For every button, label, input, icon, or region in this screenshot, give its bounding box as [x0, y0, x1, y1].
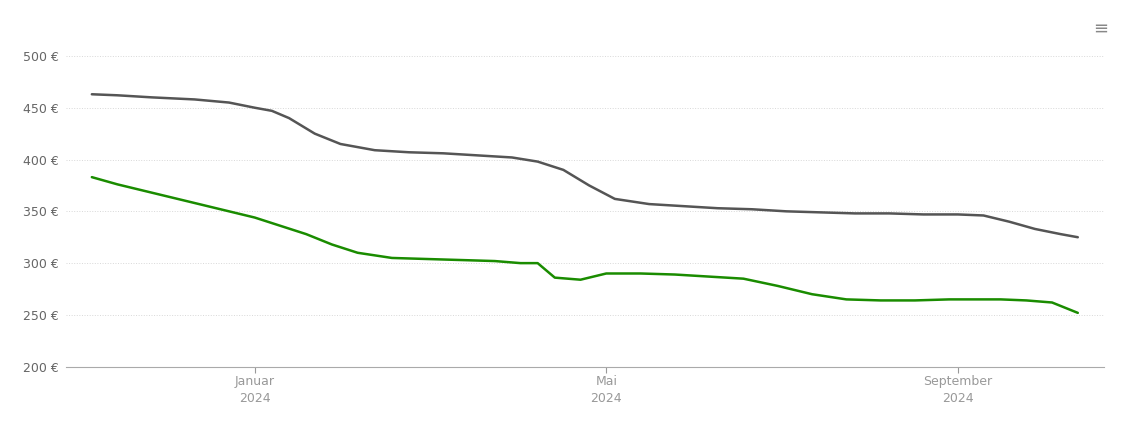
Text: ≡: ≡	[1093, 20, 1108, 37]
